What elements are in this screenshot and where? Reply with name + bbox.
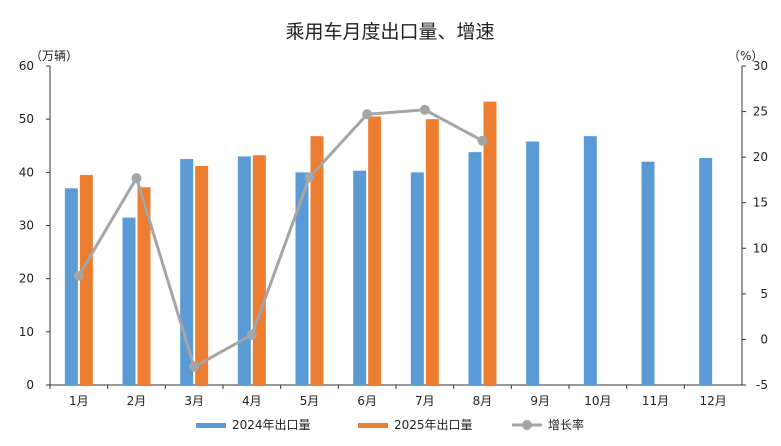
axes-group: 0 10 20 30 40 50 60 -5 0 5 10 15 20 25 30 1月 2月 3月 4月 5月 6月 7…: [19, 59, 768, 408]
legend-swatch-marker: [522, 420, 532, 430]
x-tick-label: 8月: [473, 394, 493, 408]
bar-2024-6: [353, 170, 367, 385]
x-tick-label: 2月: [127, 394, 147, 408]
growth-rate-point-1: [73, 270, 84, 281]
bar-2024-10: [583, 136, 597, 385]
x-tick-label: 3月: [184, 394, 204, 408]
y-right-tick-label: 25: [753, 105, 768, 119]
y-right-unit-label: （%）: [728, 49, 763, 63]
legend-label-2: 增长率: [548, 417, 584, 432]
y-right-tick-label: 30: [753, 59, 768, 73]
bar-2024-2: [122, 217, 136, 385]
y-right-tick-label: 15: [753, 196, 768, 210]
growth-rate-point-6: [362, 109, 373, 120]
bar-2025-8: [483, 101, 497, 385]
bars-group: [64, 101, 713, 386]
x-tick-label: 7月: [415, 394, 435, 408]
y-left-tick-label: 0: [26, 378, 34, 392]
growth-rate-point-3: [189, 361, 200, 372]
y-left-tick-label: 60: [19, 59, 34, 73]
bar-2024-12: [699, 157, 713, 385]
y-right-tick-label: 20: [753, 150, 768, 164]
bar-2025-3: [195, 165, 209, 385]
growth-rate-point-4: [246, 329, 257, 340]
x-tick-label: 1月: [69, 394, 89, 408]
y-left-tick-label: 40: [19, 165, 34, 179]
growth-line-group: [73, 104, 488, 372]
y-right-tick-label: 10: [753, 241, 768, 255]
bar-2025-5: [310, 136, 324, 385]
growth-rate-point-7: [419, 104, 430, 115]
legend-swatch-1: [358, 423, 388, 428]
x-tick-label: 12月: [700, 394, 727, 408]
legend-label-1: 2025年出口量: [394, 418, 473, 432]
bar-2024-9: [526, 141, 540, 385]
y-left-unit-label: （万辆）: [30, 49, 78, 63]
bar-2024-8: [468, 152, 482, 385]
y-left-tick-label: 30: [19, 219, 34, 233]
bar-2025-7: [425, 119, 439, 386]
y-left-tick-label: 10: [19, 325, 34, 339]
bar-2025-4: [252, 155, 266, 385]
x-tick-label: 6月: [357, 394, 377, 408]
growth-rate-point-2: [131, 173, 142, 184]
bar-2024-5: [295, 172, 309, 385]
growth-rate-line: [77, 108, 484, 369]
bar-2024-11: [641, 161, 655, 385]
bar-2024-3: [180, 159, 194, 385]
bar-2025-2: [137, 187, 151, 385]
legend-label-0: 2024年出口量: [232, 418, 311, 432]
bar-2025-6: [368, 116, 382, 385]
growth-rate-point-8: [477, 135, 488, 146]
bar-2024-1: [64, 188, 78, 385]
y-left-tick-label: 20: [19, 272, 34, 286]
x-tick-label: 11月: [642, 394, 669, 408]
legend-group: 2024年出口量 2025年出口量 增长率: [196, 417, 584, 432]
x-tick-label: 5月: [300, 394, 320, 408]
legend-swatch-0: [196, 423, 226, 428]
chart-title: 乘用车月度出口量、增速: [285, 21, 494, 43]
growth-rate-point-5: [304, 172, 315, 183]
y-right-tick-label: 0: [760, 332, 768, 346]
y-left-tick-label: 50: [19, 112, 34, 126]
x-tick-label: 4月: [242, 394, 262, 408]
bar-2025-1: [79, 174, 93, 385]
bar-2024-7: [410, 172, 424, 385]
x-tick-label: 9月: [530, 394, 550, 408]
y-right-tick-label: 5: [760, 287, 768, 301]
bar-2024-4: [237, 156, 251, 385]
y-right-tick-label: -5: [756, 378, 768, 392]
x-tick-label: 10月: [584, 394, 611, 408]
